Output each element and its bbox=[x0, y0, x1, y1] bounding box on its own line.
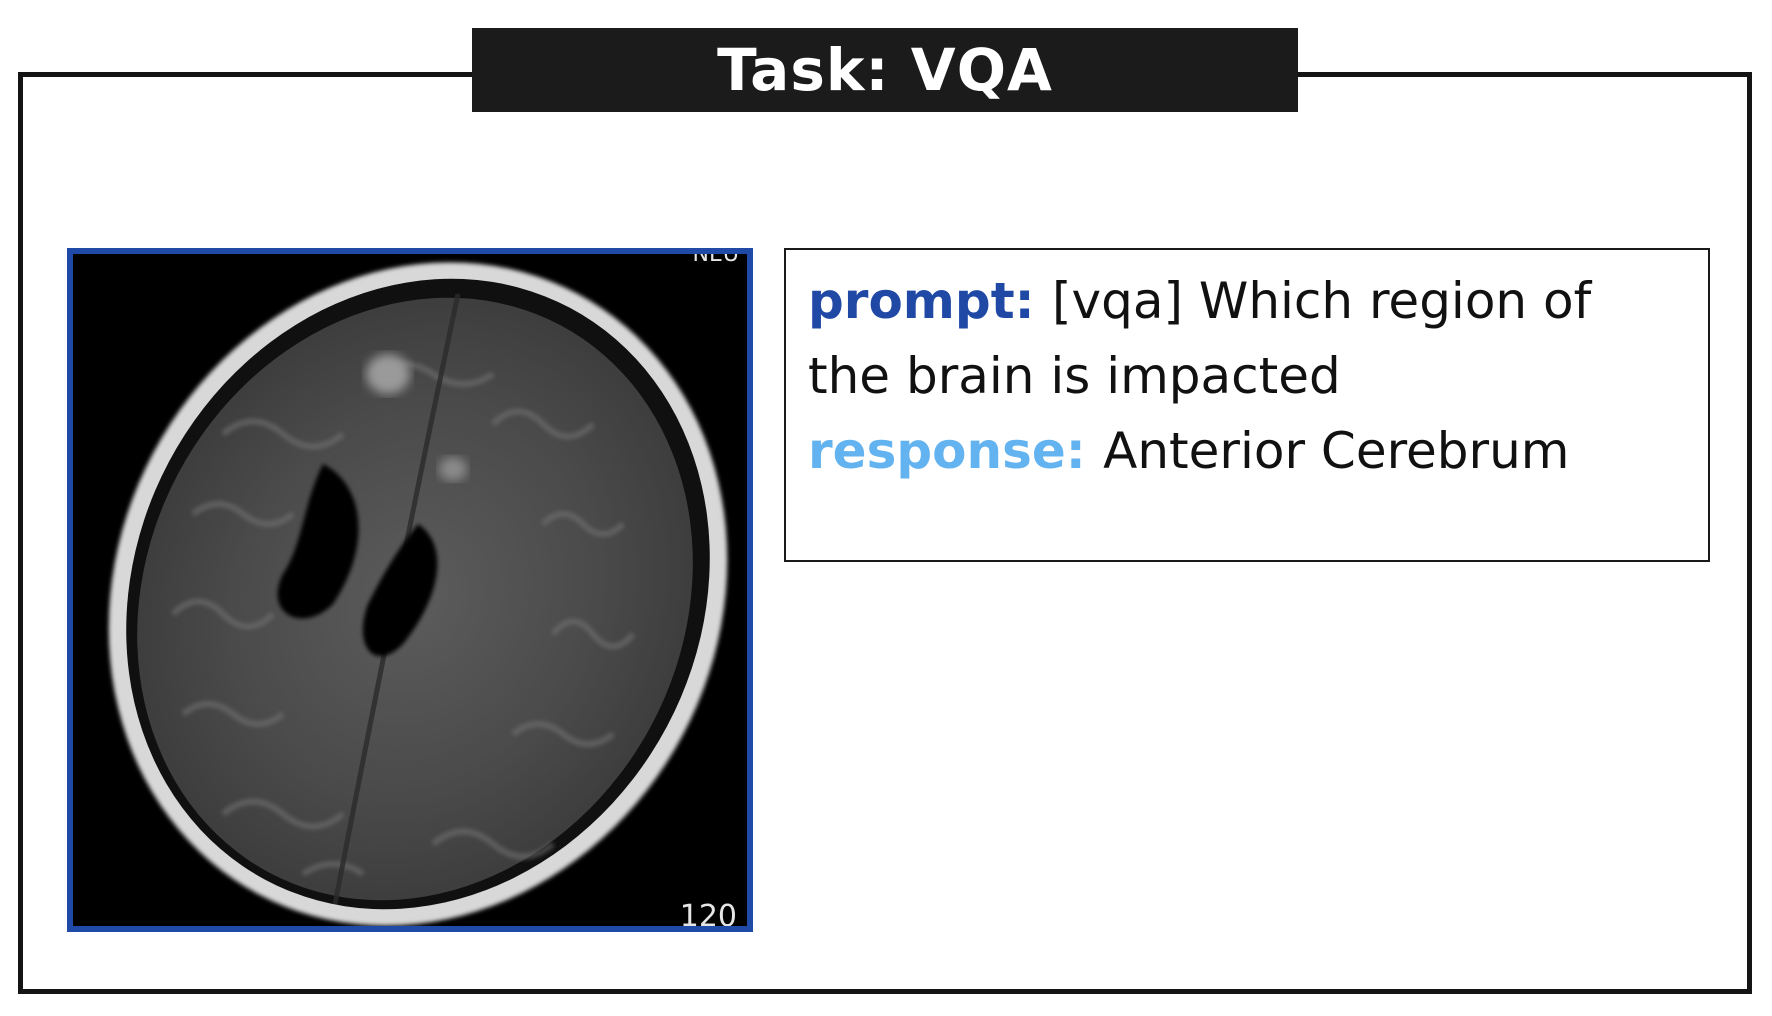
qa-panel: prompt: [vqa] Which region of the brain … bbox=[784, 248, 1710, 562]
page-title: Task: VQA bbox=[717, 36, 1053, 104]
brain-mri-scan bbox=[73, 254, 747, 926]
title-banner: Task: VQA bbox=[472, 28, 1298, 112]
mri-slice-number: 120 bbox=[679, 899, 737, 932]
response-text: Anterior Cerebrum bbox=[1103, 422, 1570, 480]
mri-corner-label-top: NEU bbox=[692, 248, 739, 267]
mri-image: NEU 120 bbox=[67, 248, 753, 932]
prompt-text: [vqa] Which region of the brain is impac… bbox=[808, 272, 1592, 405]
prompt-key-label: prompt: bbox=[808, 272, 1052, 330]
response-key-label: response: bbox=[808, 422, 1104, 480]
response-line: response: Anterior Cerebrum bbox=[808, 414, 1686, 489]
prompt-line: prompt: [vqa] Which region of the brain … bbox=[808, 264, 1686, 414]
